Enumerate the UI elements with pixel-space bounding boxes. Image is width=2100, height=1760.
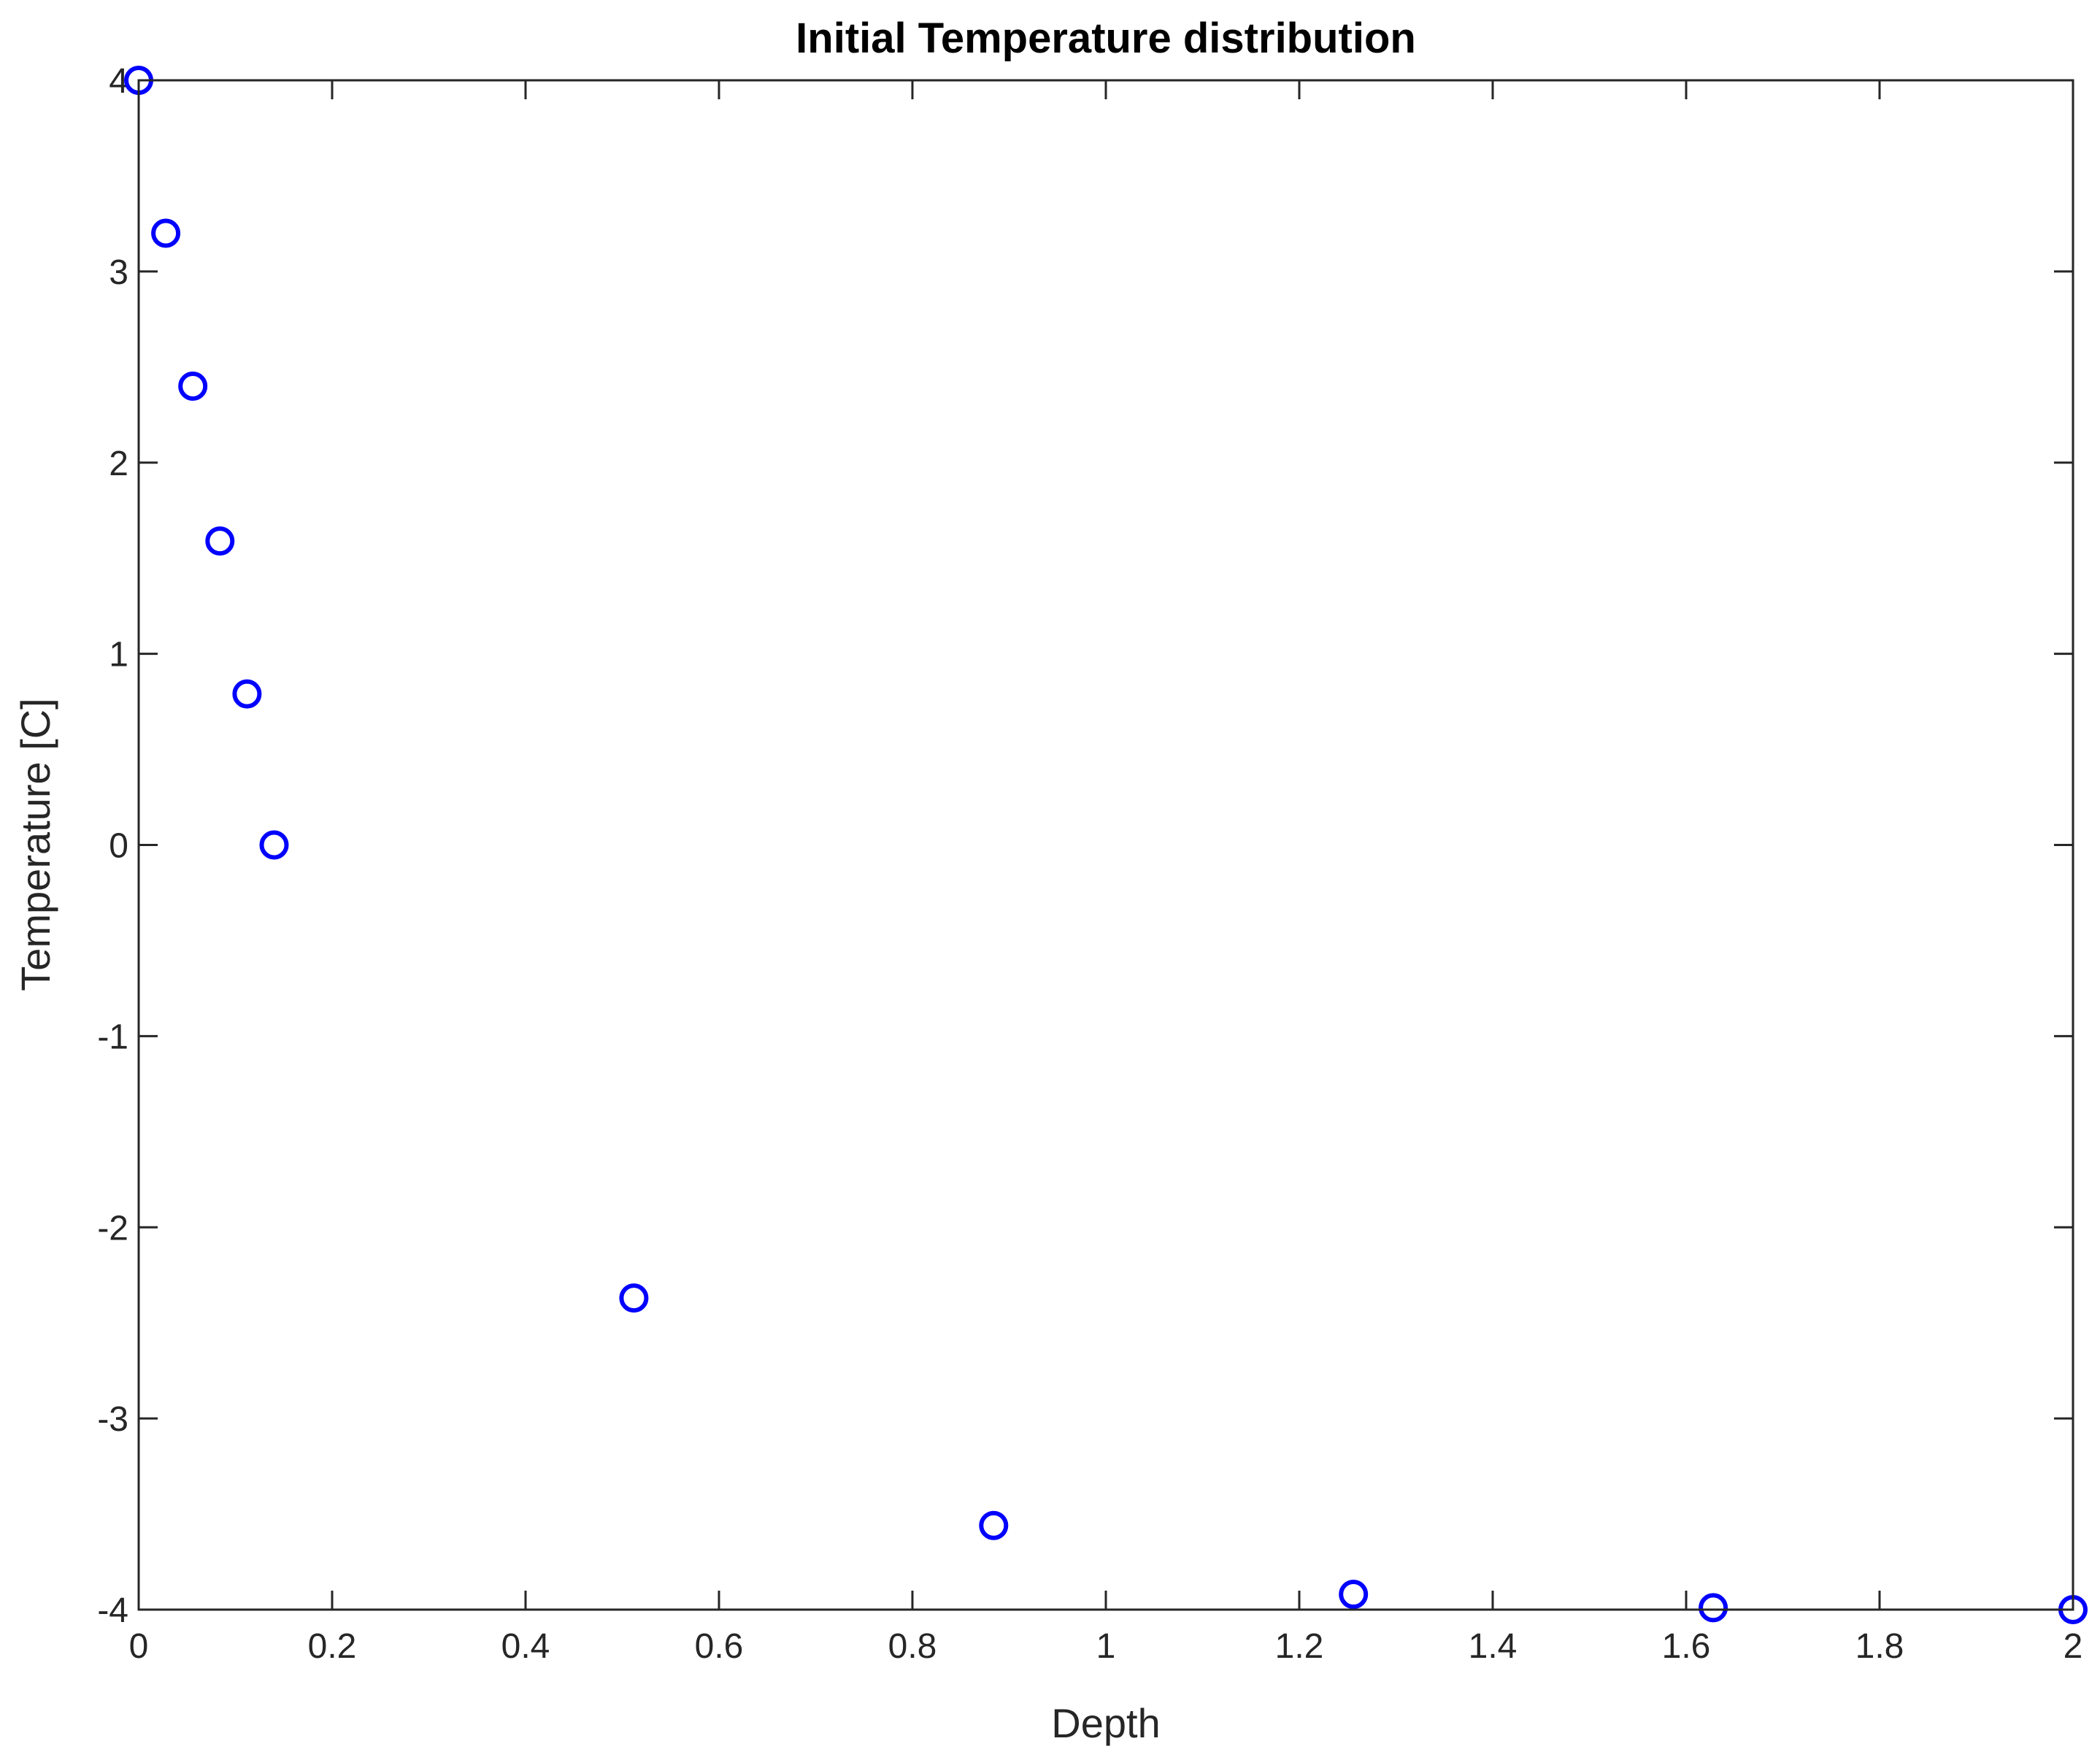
y-axis-label: Temperature [C] xyxy=(12,698,58,991)
x-tick-label: 0.4 xyxy=(501,1627,550,1666)
x-tick-label: 1.4 xyxy=(1469,1627,1518,1666)
data-point xyxy=(1699,1593,1728,1623)
y-tick-label: -3 xyxy=(97,1400,128,1439)
data-point xyxy=(259,830,289,860)
y-tick-label: -4 xyxy=(97,1591,128,1630)
data-point xyxy=(232,679,262,709)
x-tick-label: 1.6 xyxy=(1662,1627,1711,1666)
y-tick-label: 2 xyxy=(109,445,128,483)
x-axis-label: Depth xyxy=(1051,1700,1160,1746)
data-point xyxy=(1339,1580,1369,1610)
data-point xyxy=(205,526,235,556)
plot-area-frame xyxy=(137,79,2074,1611)
x-tick-label: 1.2 xyxy=(1275,1627,1324,1666)
x-tick-label: 1.8 xyxy=(1855,1627,1904,1666)
y-tick-label: 3 xyxy=(109,253,128,292)
x-tick-label: 1 xyxy=(1096,1627,1116,1666)
x-tick-label: 0.8 xyxy=(888,1627,937,1666)
chart-title: Initial Temperature distribution xyxy=(796,15,1416,62)
data-point xyxy=(151,218,181,248)
y-tick-label: 0 xyxy=(109,827,128,866)
x-tick-label: 2 xyxy=(2064,1627,2083,1666)
data-point xyxy=(979,1510,1009,1540)
x-tick-label: 0.6 xyxy=(695,1627,744,1666)
y-tick-label: -1 xyxy=(97,1018,128,1056)
data-point xyxy=(619,1283,649,1313)
y-tick-label: 1 xyxy=(109,636,128,675)
x-tick-label: 0 xyxy=(129,1627,149,1666)
y-tick-label: -2 xyxy=(97,1209,128,1248)
data-point xyxy=(178,372,208,401)
x-tick-label: 0.2 xyxy=(308,1627,357,1666)
